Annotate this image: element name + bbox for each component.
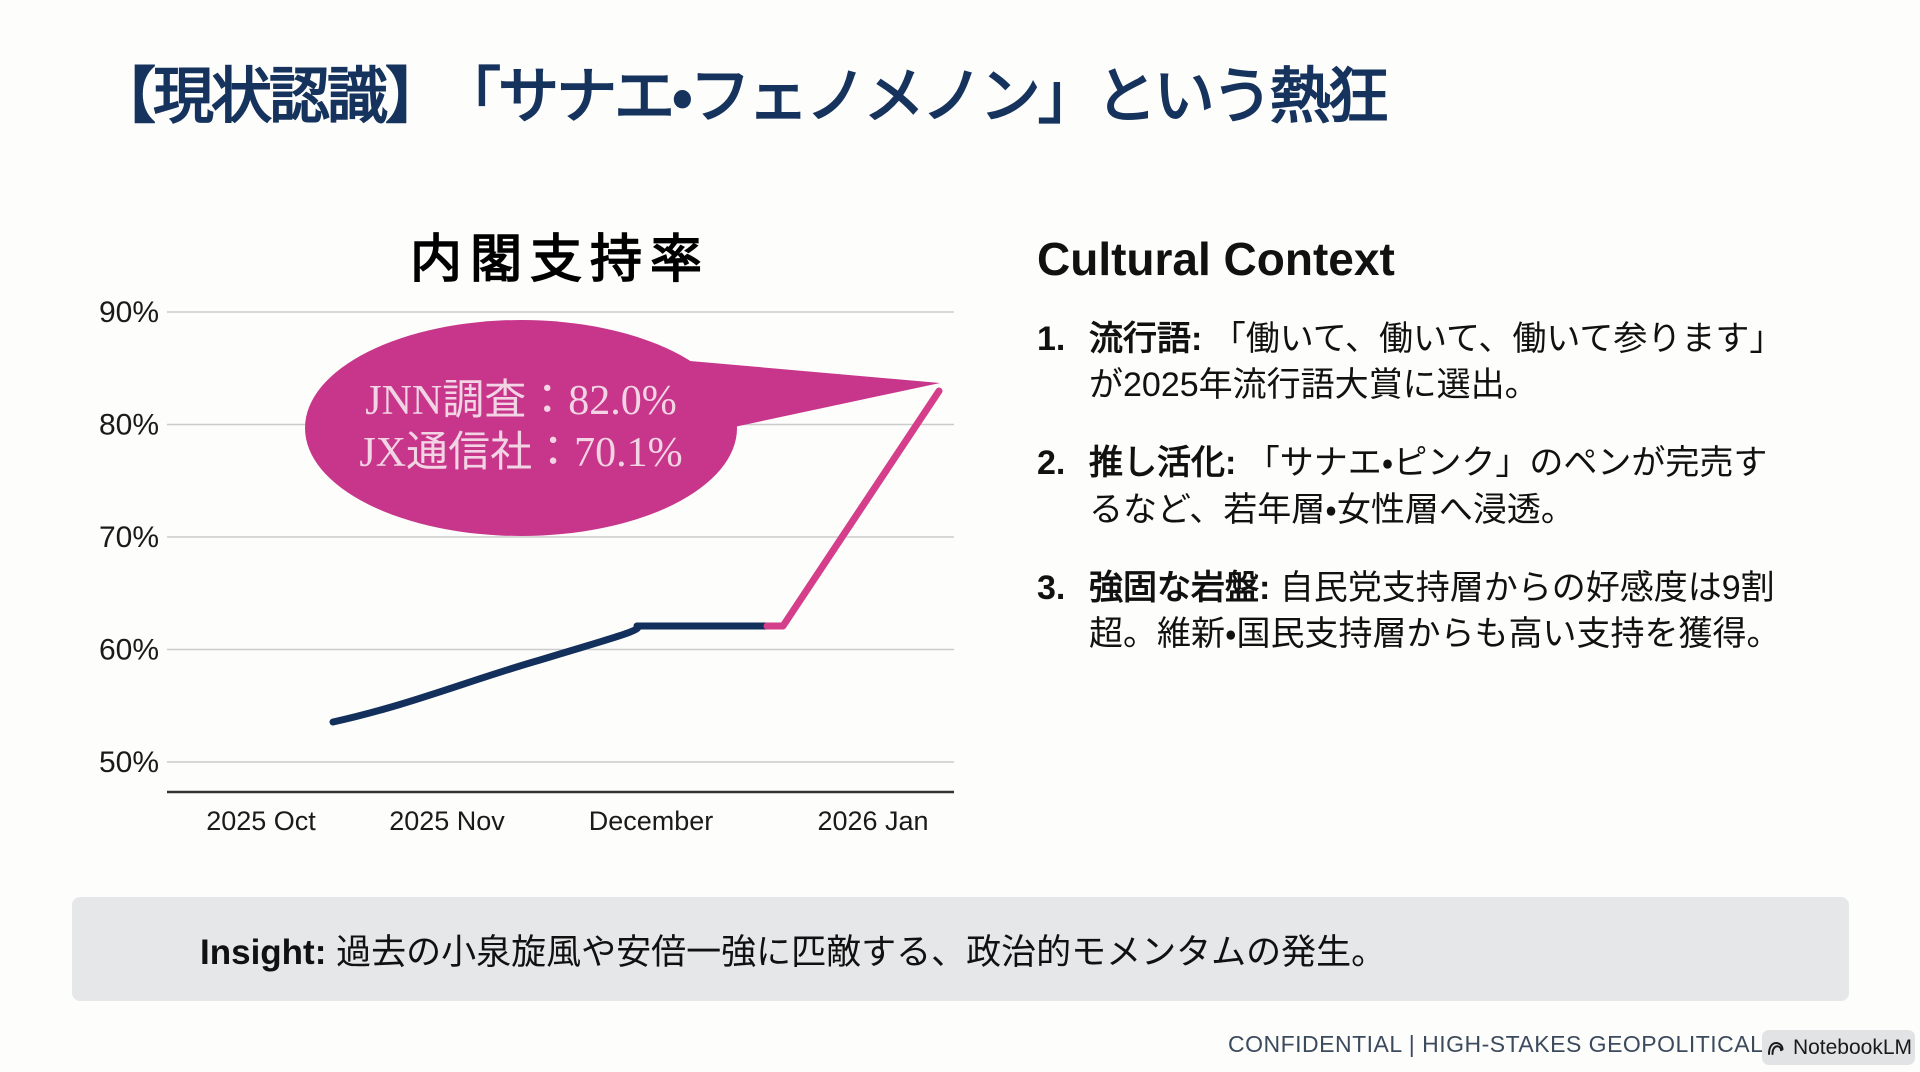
svg-text:2026 Jan: 2026 Jan — [817, 806, 928, 836]
svg-text:JNN調査：82.0%: JNN調査：82.0% — [365, 378, 677, 424]
svg-text:December: December — [589, 806, 714, 836]
svg-text:50%: 50% — [99, 746, 159, 779]
svg-text:60%: 60% — [99, 634, 159, 667]
svg-text:80%: 80% — [99, 409, 159, 442]
svg-text:90%: 90% — [99, 296, 159, 329]
svg-text:2025 Nov: 2025 Nov — [389, 806, 505, 836]
svg-text:70%: 70% — [99, 521, 159, 554]
svg-text:JX通信社：70.1%: JX通信社：70.1% — [359, 430, 682, 476]
svg-text:2025 Oct: 2025 Oct — [206, 806, 316, 836]
